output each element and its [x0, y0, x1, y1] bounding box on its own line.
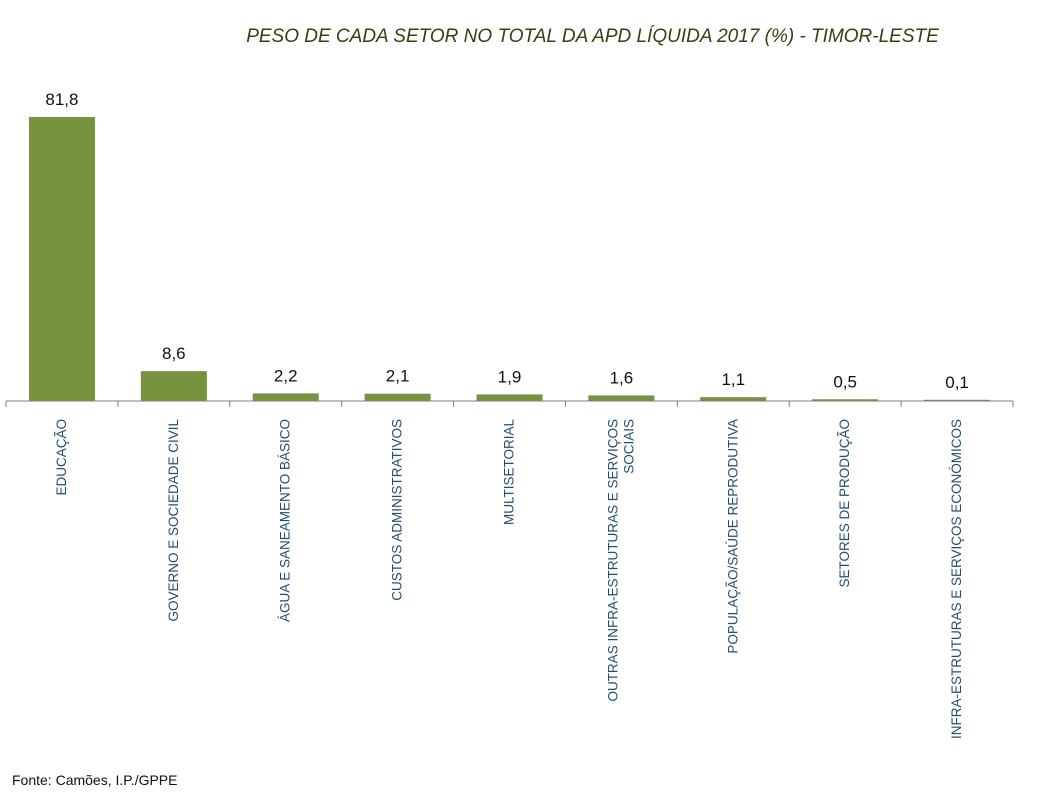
category-label: INFRA-ESTRUTURAS E SERVIÇOS ECONÓMICOS: [949, 419, 964, 739]
category-label: OUTRAS INFRA-ESTRUTURAS E SERVIÇOS: [605, 419, 620, 702]
category-label: ÁGUA E SANEAMENTO BÁSICO: [278, 419, 293, 622]
chart-title: PESO DE CADA SETOR NO TOTAL DA APD LÍQUI…: [246, 26, 939, 47]
bar: [140, 371, 207, 401]
bar: [812, 399, 879, 401]
data-label: 0,5: [833, 372, 857, 391]
category-label: POPULAÇÃO/SAÚDE REPRODUTIVA: [725, 419, 740, 654]
bar: [364, 393, 431, 401]
data-label: 81,8: [45, 90, 78, 109]
category-label: MULTISETORIAL: [502, 419, 517, 526]
data-label: 1,6: [610, 368, 634, 387]
data-label: 8,6: [162, 344, 186, 363]
category-label: CUSTOS ADMINISTRATIVOS: [390, 419, 405, 601]
category-label: GOVERNO E SOCIEDADE CIVIL: [166, 419, 181, 622]
bar: [588, 395, 655, 401]
category-label: SOCIAIS: [621, 419, 636, 474]
bar: [476, 394, 543, 401]
data-label: 1,9: [498, 367, 522, 386]
data-label: 2,2: [274, 366, 298, 385]
data-label: 2,1: [386, 367, 410, 386]
bar: [28, 117, 95, 401]
data-label: 1,1: [721, 370, 745, 389]
bar: [924, 399, 991, 401]
category-label: EDUCAÇÃO: [54, 419, 69, 496]
data-label: 0,1: [945, 373, 969, 392]
source-note: Fonte: Camões, I.P./GPPE: [12, 772, 178, 788]
category-label: SETORES DE PRODUÇÃO: [837, 419, 852, 588]
bar: [700, 397, 767, 401]
bar: [252, 393, 319, 401]
